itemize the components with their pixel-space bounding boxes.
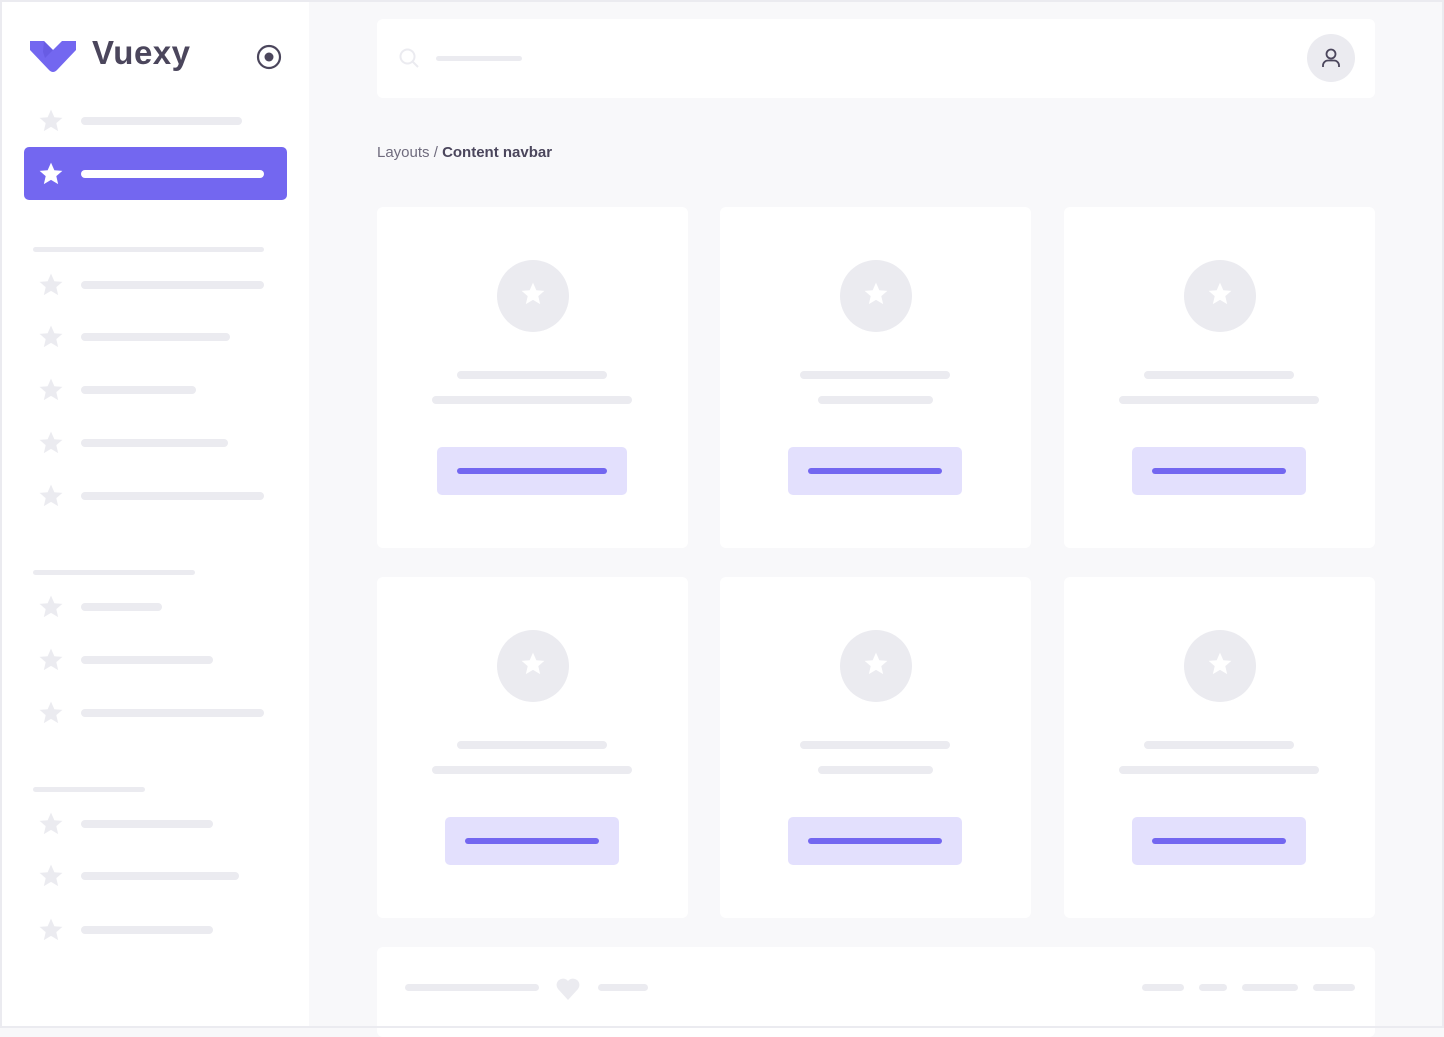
sidebar: Vuexy [0, 0, 309, 1028]
card-icon [1184, 260, 1256, 332]
section-header [33, 247, 264, 252]
card [1064, 577, 1375, 918]
sidebar-item-label[interactable] [81, 709, 264, 717]
card-text [432, 396, 632, 404]
card-button[interactable] [1132, 817, 1306, 865]
footer-link[interactable] [1199, 984, 1227, 991]
sidebar-item-label[interactable] [81, 386, 196, 394]
card-title [800, 741, 950, 749]
card-button[interactable] [437, 447, 627, 495]
card-text [817, 396, 933, 404]
footer [377, 947, 1375, 1037]
breadcrumb-current: Content navbar [442, 144, 553, 161]
breadcrumb-parent[interactable]: Layouts [377, 144, 430, 161]
footer-link[interactable] [1313, 984, 1355, 991]
sidebar-item-label[interactable] [81, 333, 230, 341]
card-title [457, 741, 607, 749]
star-icon [1207, 281, 1233, 312]
star-icon [520, 651, 546, 682]
brand-name: Vuexy [92, 34, 191, 71]
sidebar-item-label[interactable] [81, 117, 242, 125]
section-header [33, 570, 195, 575]
sidebar-item-label[interactable] [81, 603, 162, 611]
navbar [377, 19, 1375, 98]
sidebar-item-label[interactable] [81, 492, 264, 500]
card-button[interactable] [1132, 447, 1306, 495]
star-icon [38, 108, 64, 134]
radio-circle-icon[interactable] [256, 44, 282, 70]
search-icon[interactable] [399, 48, 419, 68]
card-text [1119, 396, 1319, 404]
sidebar-item-label[interactable] [81, 820, 213, 828]
card [1064, 207, 1375, 548]
star-icon [38, 161, 64, 187]
card [377, 207, 688, 548]
card [377, 577, 688, 918]
card-title [1144, 371, 1294, 379]
heart-icon [556, 978, 580, 1000]
card-button[interactable] [788, 447, 962, 495]
breadcrumb: Layouts / Content navbar [377, 144, 552, 161]
star-icon [38, 430, 64, 456]
card-text [817, 766, 933, 774]
footer-text [405, 984, 539, 991]
card-button-label [1152, 838, 1286, 844]
card-icon [1184, 630, 1256, 702]
star-icon [38, 917, 64, 943]
card-title [800, 371, 950, 379]
card-text [432, 766, 632, 774]
sidebar-item-label[interactable] [81, 170, 264, 178]
card-button-label [465, 838, 599, 844]
search-input[interactable] [436, 56, 522, 61]
star-icon [863, 281, 889, 312]
section-header [33, 787, 145, 792]
star-icon [520, 281, 546, 312]
card-icon [497, 260, 569, 332]
star-icon [1207, 651, 1233, 682]
card [720, 577, 1031, 918]
star-icon [38, 811, 64, 837]
card-icon [840, 260, 912, 332]
sidebar-item-label[interactable] [81, 872, 239, 880]
footer-link[interactable] [1242, 984, 1298, 991]
star-icon [38, 324, 64, 350]
star-icon [38, 377, 64, 403]
card-button[interactable] [445, 817, 619, 865]
card-text [1119, 766, 1319, 774]
star-icon [38, 863, 64, 889]
sidebar-item-label[interactable] [81, 656, 213, 664]
card-button-label [1152, 468, 1286, 474]
card-button-label [808, 468, 942, 474]
card-title [1144, 741, 1294, 749]
card-button-label [808, 838, 942, 844]
star-icon [38, 272, 64, 298]
star-icon [38, 594, 64, 620]
card-button-label [457, 468, 607, 474]
footer-link[interactable] [1142, 984, 1184, 991]
sidebar-item-label[interactable] [81, 439, 228, 447]
user-icon [1322, 48, 1340, 67]
footer-text [598, 984, 648, 991]
card-button[interactable] [788, 817, 962, 865]
card [720, 207, 1031, 548]
sidebar-item-label[interactable] [81, 926, 213, 934]
star-icon [38, 647, 64, 673]
star-icon [863, 651, 889, 682]
star-icon [38, 483, 64, 509]
card-icon [840, 630, 912, 702]
vuexy-logo [30, 41, 76, 72]
breadcrumb-separator: / [429, 144, 443, 161]
card-icon [497, 630, 569, 702]
sidebar-item-label[interactable] [81, 281, 264, 289]
star-icon [38, 700, 64, 726]
card-title [457, 371, 607, 379]
avatar[interactable] [1307, 34, 1355, 82]
